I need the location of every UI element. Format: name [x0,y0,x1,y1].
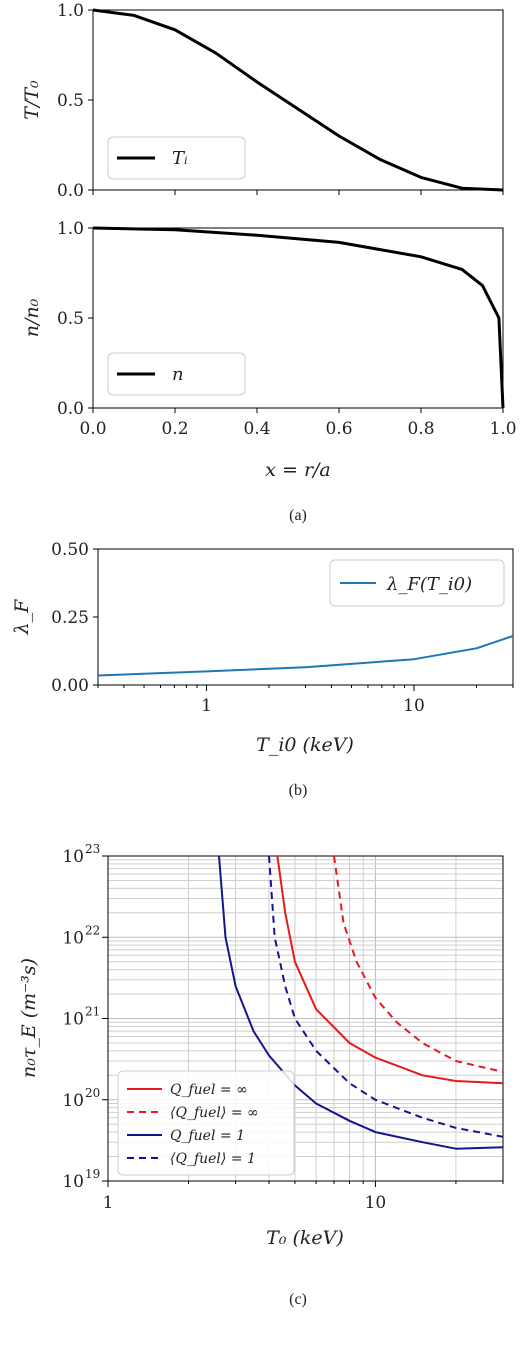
xtick-label-middle-2: 0.4 [243,419,270,439]
series-line-c-2 [218,855,504,1150]
caption-b: (b) [289,782,308,799]
xtick-label-b-1: 10 [403,696,425,716]
xtick-label-middle-3: 0.6 [325,419,352,439]
panel-c: n₀τ_E (m⁻³s) T₀ (keV) [18,855,504,1249]
legend-label-b-0: λ_F(T_i0) [386,574,472,595]
legend-label-c-0: Q_fuel = ∞ [170,1082,248,1098]
ylabel-b: λ_F [11,599,33,636]
series-line-c-1 [333,855,504,1073]
legend-box-b [329,559,505,607]
xtick-label-b-0: 1 [201,696,212,716]
legend-box-middle [107,352,246,396]
ylabel-c: n₀τ_E (m⁻³s) [18,958,40,1078]
ytick-label-middle-2: 1.0 [57,219,84,239]
ylabel-middle: n/n₀ [21,298,43,337]
ytick-label-top-1: 0.5 [57,91,84,111]
legend-label-c-1: ⟨Q_fuel⟩ = ∞ [170,1105,259,1121]
series-line-middle-0 [92,226,505,409]
ytick-label-b-1: 0.25 [51,608,89,628]
series-line-b-0 [97,635,514,677]
xlabel-c: T₀ (keV) [266,1227,344,1249]
ytick-exponent-c-3: 22 [85,923,100,937]
ytick-label-c-3: 10 [62,928,84,948]
legend-label-top-0: Tᵢ [172,148,188,169]
ytick-exponent-c-4: 23 [85,842,100,856]
panel-middle: n/n₀ x = r/a [21,227,504,481]
series-line-c-0 [276,855,504,1085]
ytick-label-b-0: 0.00 [51,676,89,696]
ytick-exponent-c-1: 20 [85,1086,100,1100]
legend-label-c-3: ⟨Q_fuel⟩ = 1 [170,1151,256,1167]
caption-c: (c) [289,1291,307,1308]
xtick-label-c-1: 10 [365,1193,387,1213]
ytick-label-c-1: 10 [62,1091,84,1111]
ytick-label-b-2: 0.50 [51,540,89,560]
caption-a: (a) [289,507,307,524]
ytick-exponent-c-2: 21 [85,1005,100,1019]
ytick-label-middle-1: 0.5 [57,309,84,329]
xlabel-middle: x = r/a [265,459,331,481]
panel-b: λ_F T_i0 (keV) [11,548,514,756]
xtick-label-middle-1: 0.2 [161,419,188,439]
xtick-label-middle-5: 1.0 [489,419,516,439]
panel-top: T/T₀ [21,9,504,191]
legend-label-c-2: Q_fuel = 1 [170,1128,245,1144]
ytick-exponent-c-0: 19 [85,1167,100,1181]
ytick-label-top-2: 1.0 [57,1,84,21]
ytick-label-middle-0: 0.0 [57,399,84,419]
ytick-label-c-2: 10 [62,1010,84,1030]
series-line-top-0 [92,8,504,192]
ytick-label-c-4: 10 [62,847,84,867]
xtick-label-c-0: 1 [103,1193,114,1213]
xtick-label-middle-4: 0.8 [407,419,434,439]
ytick-label-top-0: 0.0 [57,181,84,201]
legend-box-c [117,1070,295,1176]
legend-label-middle-0: n [172,364,184,385]
ylabel-top: T/T₀ [21,80,43,120]
series-line-c-3 [268,855,504,1138]
xtick-label-middle-0: 0.0 [79,419,106,439]
chart-marks: 0.0 0.5 1.0 Tᵢ 0.0 0.5 1.0 0.0 0.2 0.4 0.6 0.8 1.0 n 0… [51,1,516,1213]
xlabel-b: T_i0 (keV) [256,734,354,756]
ytick-label-c-0: 10 [62,1172,84,1192]
legend-box-top [107,136,246,180]
